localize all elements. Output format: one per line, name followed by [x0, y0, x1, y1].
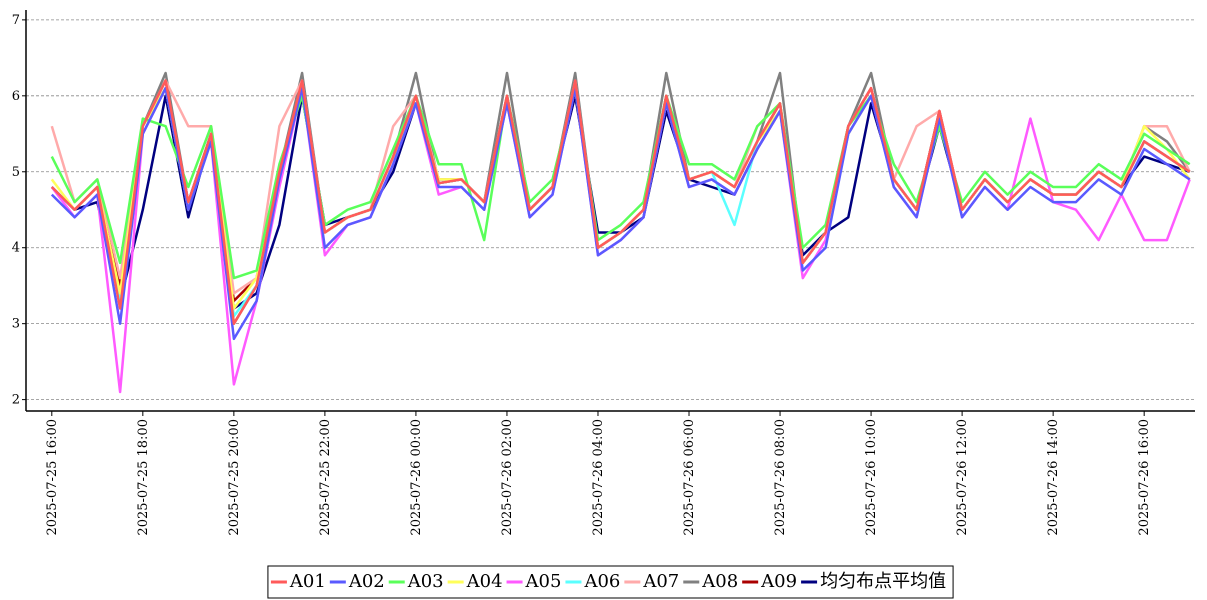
legend-label: A03	[407, 571, 444, 592]
legend-label: A08	[701, 571, 738, 592]
x-tick-label: 2025-07-26 02:00	[500, 419, 515, 536]
legend-label: A06	[583, 571, 620, 592]
x-tick-label: 2025-07-25 20:00	[227, 419, 242, 536]
x-tick-label: 2025-07-26 08:00	[773, 419, 788, 536]
legend-item: A04	[447, 571, 503, 592]
legend-item: A01	[270, 571, 326, 592]
legend-item: A09	[742, 571, 797, 592]
series-line	[50, 86, 1191, 280]
x-tick-label: 2025-07-26 10:00	[864, 419, 879, 536]
series-line	[50, 79, 1191, 325]
legend-item: A05	[506, 571, 562, 592]
x-tick-label: 2025-07-25 16:00	[45, 419, 60, 536]
y-tick-label: 3	[12, 317, 20, 332]
y-tick-label: 5	[12, 165, 20, 180]
legend-label: A04	[466, 571, 503, 592]
x-tick-label: 2025-07-26 00:00	[409, 419, 424, 536]
legend-label: 均匀布点平均值	[820, 571, 946, 592]
y-tick-label: 4	[12, 241, 20, 256]
x-tick-label: 2025-07-26 16:00	[1137, 419, 1152, 536]
legend-item: 均匀布点平均值	[801, 571, 946, 592]
legend-item: A02	[329, 571, 385, 592]
legend-item: A03	[388, 571, 444, 592]
legend-label: A01	[289, 571, 326, 592]
series-line	[50, 86, 1191, 341]
legend-label: A09	[760, 571, 797, 592]
y-tick-label: 2	[12, 393, 20, 408]
legend-box	[267, 565, 954, 599]
legend-item: A07	[624, 571, 679, 592]
y-tick-label: 7	[12, 13, 20, 28]
x-tick-label: 2025-07-26 06:00	[682, 419, 697, 536]
legend-label: A05	[525, 571, 562, 592]
x-tick-label: 2025-07-26 12:00	[955, 419, 970, 536]
legend-item: A08	[683, 571, 738, 592]
legend-label: A02	[348, 571, 385, 592]
x-tick-label: 2025-07-25 22:00	[318, 419, 333, 536]
x-tick-label: 2025-07-26 14:00	[1046, 419, 1061, 536]
legend: A01 A02 A03 A04 A05 A06 A07 A08 A09 均匀布点平均值	[267, 565, 954, 599]
legend-label: A07	[642, 571, 679, 592]
x-tick-label: 2025-07-25 18:00	[136, 419, 151, 536]
y-tick-label: 6	[12, 89, 20, 104]
x-tick-label: 2025-07-26 04:00	[591, 419, 606, 536]
legend-item: A06	[565, 571, 620, 592]
